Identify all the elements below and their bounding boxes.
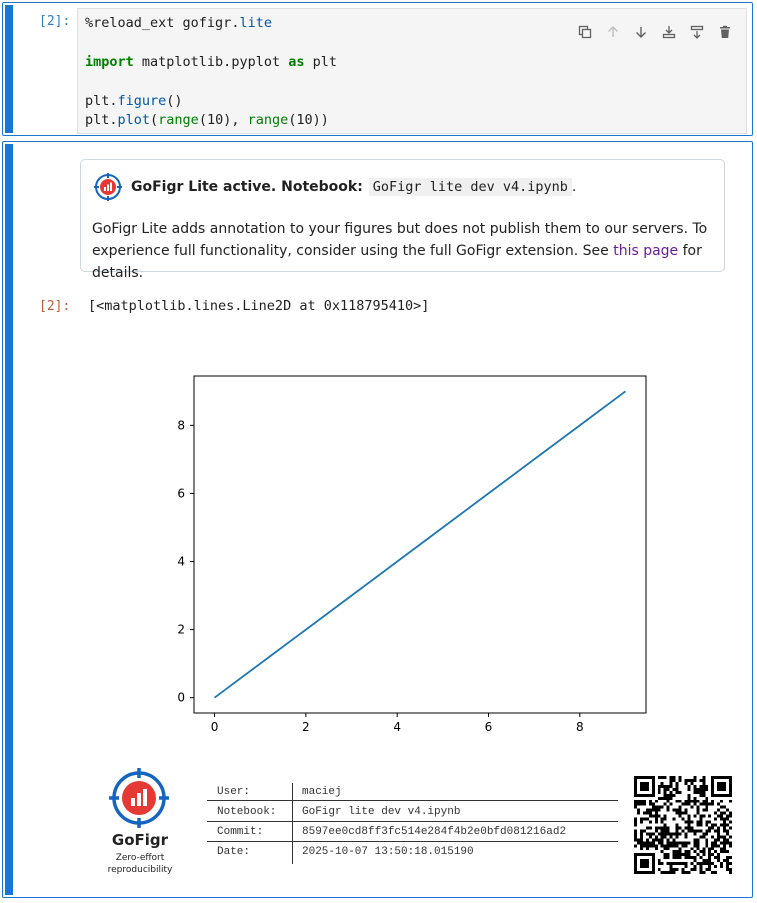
code-token: () — [166, 93, 183, 109]
meta-key-commit: Commit: — [217, 826, 264, 838]
code-token: (10)) — [288, 112, 329, 128]
x-axis-ticks: 0 2 4 6 8 — [211, 713, 584, 734]
meta-value-notebook: GoFigr lite dev v4.ipynb — [302, 806, 461, 818]
cell-collapser[interactable] — [5, 5, 13, 133]
code-line-4: plt.plot(range(10), range(10)) — [85, 112, 329, 128]
notice-header: GoFigr Lite active. Notebook: GoFigr lit… — [93, 172, 576, 202]
meta-key-notebook: Notebook: — [217, 806, 277, 818]
move-down-button[interactable] — [630, 21, 652, 43]
meta-divider — [207, 821, 618, 822]
notice-title: GoFigr Lite active. Notebook: — [131, 179, 363, 195]
code-token: figure — [117, 93, 167, 109]
x-tick-label: 4 — [393, 720, 401, 734]
notice-text: GoFigr Lite adds annotation to your figu… — [92, 221, 708, 259]
move-up-button[interactable] — [602, 21, 624, 43]
gofigr-notice: GoFigr Lite active. Notebook: GoFigr lit… — [80, 159, 725, 281]
y-tick-label: 4 — [177, 555, 185, 569]
meta-key-user: User: — [217, 786, 251, 798]
cell-toolbar — [574, 21, 736, 43]
insert-above-button[interactable] — [658, 21, 680, 43]
code-token: range — [247, 112, 289, 128]
output-text: [<matplotlib.lines.Line2D at 0x118795410… — [88, 298, 430, 314]
code-token: (10), — [198, 112, 248, 128]
code-token: import — [85, 54, 134, 70]
meta-key-date: Date: — [217, 846, 251, 858]
move-up-icon — [608, 26, 618, 37]
meta-value-commit: 8597ee0cd8ff3fc514e284f4b2e0bfd081216ad2 — [302, 826, 567, 838]
gofigr-brand-logo-icon — [109, 768, 169, 828]
meta-divider — [207, 841, 618, 842]
output-prompt: [2]: — [39, 299, 71, 314]
meta-value-user: maciej — [302, 786, 342, 798]
output-collapser[interactable] — [5, 144, 13, 895]
brand-tagline-2: reproducibility — [107, 865, 173, 875]
move-down-icon — [636, 27, 646, 38]
y-tick-label: 8 — [177, 418, 185, 432]
x-tick-label: 6 — [485, 720, 493, 734]
code-line-2: import matplotlib.pyplot as plt — [85, 54, 337, 70]
code-editor[interactable]: %reload_ext gofigr.lite import matplotli… — [77, 8, 747, 134]
notice-dot: . — [571, 179, 577, 195]
series-line — [213, 390, 627, 699]
y-tick-label: 6 — [177, 486, 185, 500]
code-line-1: %reload_ext gofigr.lite — [85, 15, 272, 31]
qr-code-icon — [634, 776, 732, 874]
brand-name: GoFigr — [111, 831, 169, 849]
brand-tagline-1: Zero-effort — [115, 853, 165, 863]
duplicate-icon — [578, 25, 592, 39]
duplicate-cell-button[interactable] — [574, 21, 596, 43]
code-token: plt. — [85, 112, 118, 128]
x-tick-label: 0 — [211, 720, 219, 734]
insert-above-icon — [662, 26, 676, 39]
insert-below-icon — [690, 25, 704, 39]
code-token: . — [231, 15, 240, 31]
code-token: ( — [150, 112, 159, 128]
code-token: %reload_ext gofigr — [85, 15, 232, 31]
code-token: plot — [117, 112, 151, 128]
code-token: plt — [304, 54, 337, 70]
meta-value-date: 2025-10-07 13:50:18.015190 — [302, 846, 474, 858]
notice-body: GoFigr Lite adds annotation to your figu… — [92, 218, 717, 284]
y-tick-label: 2 — [177, 623, 185, 637]
plot-area — [193, 375, 647, 714]
notice-text-end: for details. — [92, 243, 702, 281]
delete-icon — [720, 25, 730, 38]
x-tick-label: 2 — [302, 720, 310, 734]
meta-column-divider — [292, 783, 293, 864]
y-axis-ticks: 0 2 4 6 8 — [177, 418, 194, 705]
code-token: as — [288, 54, 305, 70]
code-token: plt. — [85, 93, 118, 109]
gofigr-logo-icon — [94, 173, 122, 201]
code-line-3: plt.figure() — [85, 93, 183, 109]
code-token: lite — [239, 15, 272, 31]
delete-cell-button[interactable] — [714, 21, 736, 43]
this-page-link[interactable]: this page — [613, 243, 679, 259]
meta-divider — [207, 800, 618, 801]
y-tick-label: 0 — [177, 691, 185, 705]
notebook-name: GoFigr lite dev v4.ipynb — [368, 178, 572, 196]
code-token: matplotlib.pyplot — [133, 54, 289, 70]
code-token: range — [158, 112, 199, 128]
input-prompt: [2]: — [39, 14, 71, 29]
x-tick-label: 8 — [576, 720, 584, 734]
insert-below-button[interactable] — [686, 21, 708, 43]
